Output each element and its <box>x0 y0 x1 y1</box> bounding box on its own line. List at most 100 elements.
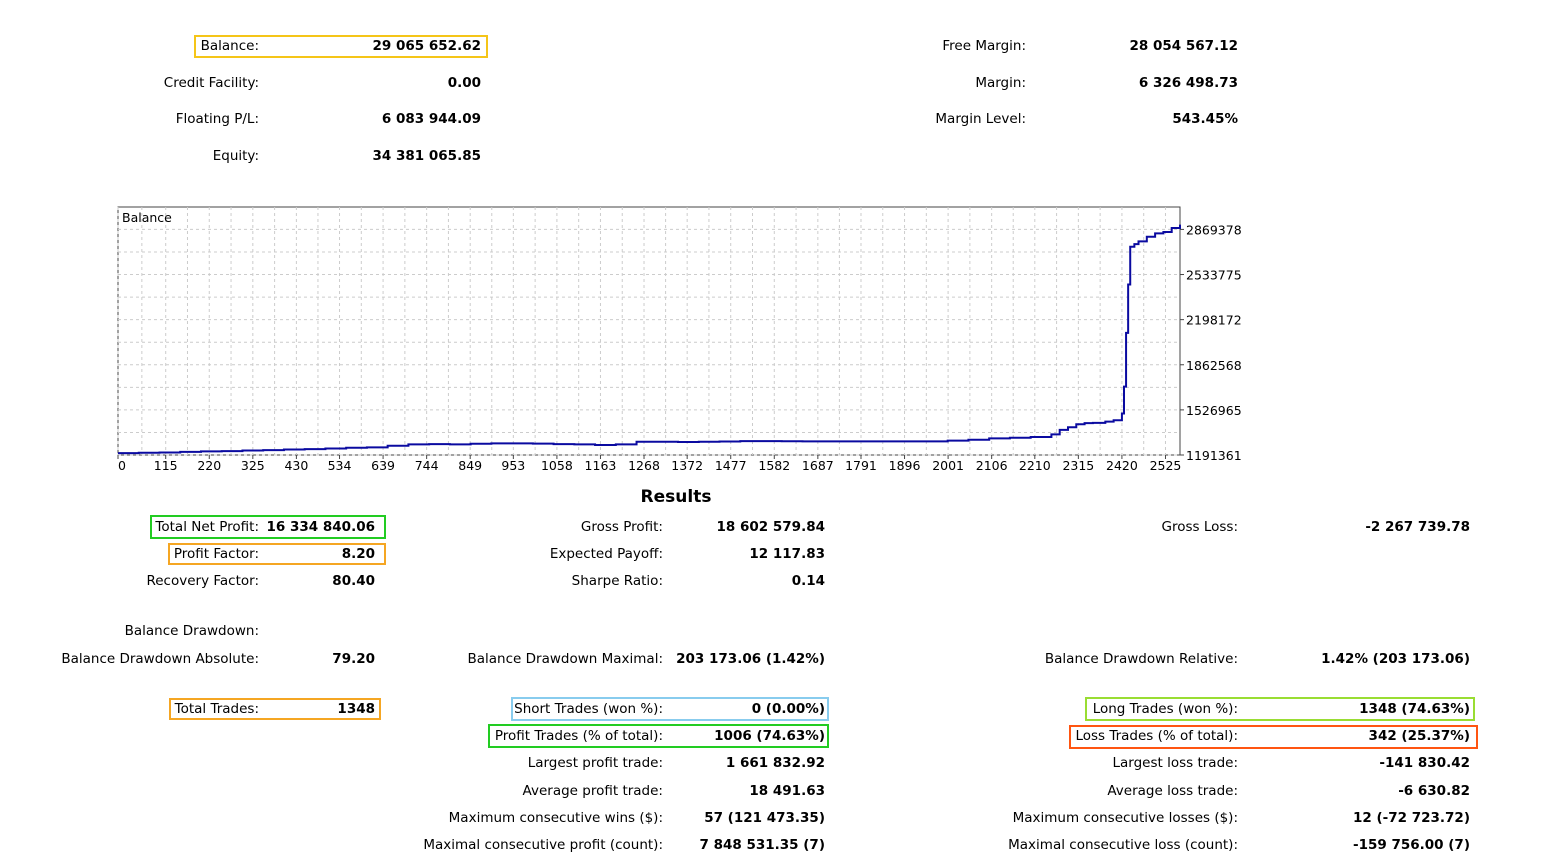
maximal-consec-profit-value: 7 848 531.35 (7) <box>699 837 825 853</box>
floating-pl-label: Floating P/L: <box>175 111 259 127</box>
total-trades-highlight <box>169 698 381 720</box>
credit-facility-value: 0.00 <box>447 75 481 91</box>
free-margin-value: 28 054 567.12 <box>1129 38 1238 54</box>
margin-value: 6 326 498.73 <box>1138 75 1238 91</box>
largest-loss-label: Largest loss trade: <box>1112 755 1238 771</box>
profit-factor-label: Profit Factor: <box>173 546 259 562</box>
max-consec-wins-label: Maximum consecutive wins ($): <box>448 810 663 826</box>
sharpe-ratio-value: 0.14 <box>791 573 825 589</box>
loss-trades-highlight <box>1069 725 1478 749</box>
average-loss-label: Average loss trade: <box>1107 783 1238 799</box>
x-tick-label: 953 <box>501 458 525 473</box>
balance-line <box>118 224 1181 455</box>
x-tick-label: 1058 <box>541 458 573 473</box>
x-tick-label: 744 <box>415 458 439 473</box>
chart-plot-frame <box>117 206 1181 456</box>
x-tick-label: 1477 <box>715 458 747 473</box>
bd-maximal-value: 203 173.06 (1.42%) <box>676 651 825 667</box>
loss-trades-value: 342 (25.37%) <box>1368 728 1470 744</box>
profit-trades-value: 1006 (74.63%) <box>714 728 825 744</box>
margin-label: Margin: <box>975 75 1026 91</box>
x-tick-label: 534 <box>328 458 352 473</box>
balance-value: 29 065 652.62 <box>372 38 481 54</box>
bd-relative-value: 1.42% (203 173.06) <box>1321 651 1470 667</box>
x-tick-label: 2420 <box>1106 458 1138 473</box>
x-tick-label: 2001 <box>932 458 964 473</box>
maximal-consec-loss-value: -159 756.00 (7) <box>1352 837 1470 853</box>
average-profit-value: 18 491.63 <box>749 783 825 799</box>
x-tick-label: 1163 <box>585 458 617 473</box>
x-tick-label: 2106 <box>976 458 1008 473</box>
long-trades-label: Long Trades (won %): <box>1092 701 1238 717</box>
short-trades-value: 0 (0.00%) <box>751 701 825 717</box>
profit-factor-highlight <box>168 543 386 565</box>
gross-profit-label: Gross Profit: <box>580 519 663 535</box>
credit-facility-label: Credit Facility: <box>163 75 259 91</box>
floating-pl-value: 6 083 944.09 <box>381 111 481 127</box>
results-title: Results <box>640 487 712 507</box>
long-trades-value: 1348 (74.63%) <box>1359 701 1470 717</box>
y-tick-label: 1526965 <box>1186 403 1242 418</box>
margin-level-value: 543.45% <box>1172 111 1238 127</box>
expected-payoff-label: Expected Payoff: <box>549 546 663 562</box>
x-tick-label: 1791 <box>845 458 877 473</box>
balance-highlight <box>194 35 488 58</box>
x-axis-ticks: 0 115 220 325 430 534 639 744 849 953 1058 1163 1268… <box>117 455 1181 473</box>
x-tick-label: 220 <box>197 458 221 473</box>
equity-value: 34 381 065.85 <box>372 148 481 164</box>
x-tick-label: 2315 <box>1062 458 1094 473</box>
x-tick-label: 1372 <box>671 458 703 473</box>
recovery-factor-label: Recovery Factor: <box>146 573 259 589</box>
maximal-consec-profit-label: Maximal consecutive profit (count): <box>423 837 663 853</box>
profit-trades-highlight <box>488 724 829 748</box>
bd-maximal-label: Balance Drawdown Maximal: <box>467 651 664 667</box>
bd-absolute-value: 79.20 <box>332 651 375 667</box>
bd-relative-label: Balance Drawdown Relative: <box>1044 651 1238 667</box>
free-margin-label: Free Margin: <box>942 38 1026 54</box>
margin-level-label: Margin Level: <box>935 111 1026 127</box>
profit-factor-value: 8.20 <box>341 546 375 562</box>
x-tick-label: 849 <box>458 458 482 473</box>
long-trades-highlight <box>1085 697 1475 721</box>
total-net-profit-value: 16 334 840.06 <box>266 519 375 535</box>
balance-chart: Balance 0 115 220 325 430 534 639 744 849 953 1058… <box>117 206 1242 473</box>
chart-grid <box>117 207 1180 456</box>
profit-trades-label: Profit Trades (% of total): <box>494 728 663 744</box>
max-consec-wins-value: 57 (121 473.35) <box>704 810 825 826</box>
x-tick-label: 639 <box>371 458 395 473</box>
x-tick-label: 325 <box>241 458 265 473</box>
gross-profit-value: 18 602 579.84 <box>716 519 825 535</box>
x-tick-label: 2210 <box>1019 458 1051 473</box>
chart-series <box>118 224 1181 455</box>
maximal-consec-loss-label: Maximal consecutive loss (count): <box>1008 837 1238 853</box>
total-trades-label: Total Trades: <box>174 701 259 717</box>
balance-drawdown-label: Balance Drawdown: <box>124 623 259 639</box>
x-tick-label: 0 <box>118 458 126 473</box>
largest-profit-value: 1 661 832.92 <box>725 755 825 771</box>
average-profit-label: Average profit trade: <box>522 783 663 799</box>
net-profit-highlight <box>150 515 386 539</box>
balance-label: Balance: <box>200 38 259 54</box>
equity-label: Equity: <box>212 148 259 164</box>
x-tick-label: 1582 <box>758 458 790 473</box>
x-tick-label: 1687 <box>802 458 834 473</box>
y-tick-label: 1191361 <box>1186 448 1242 463</box>
average-loss-value: -6 630.82 <box>1398 783 1470 799</box>
loss-trades-label: Loss Trades (% of total): <box>1075 728 1238 744</box>
y-tick-label: 2869378 <box>1186 222 1242 237</box>
largest-profit-label: Largest profit trade: <box>527 755 663 771</box>
gross-loss-label: Gross Loss: <box>1161 519 1239 535</box>
sharpe-ratio-label: Sharpe Ratio: <box>571 573 663 589</box>
expected-payoff-value: 12 117.83 <box>749 546 825 562</box>
short-trades-label: Short Trades (won %): <box>514 701 663 717</box>
gross-loss-value: -2 267 739.78 <box>1365 519 1470 535</box>
x-tick-label: 1896 <box>889 458 921 473</box>
y-tick-label: 2533775 <box>1186 268 1242 283</box>
x-tick-label: 115 <box>154 458 178 473</box>
recovery-factor-value: 80.40 <box>332 573 375 589</box>
y-axis-ticks: 1191361 1526965 1862568 2198172 2533775 28693… <box>1180 222 1242 463</box>
x-tick-label: 1268 <box>628 458 660 473</box>
max-consec-losses-value: 12 (-72 723.72) <box>1352 810 1470 826</box>
short-trades-highlight <box>511 697 829 721</box>
y-tick-label: 1862568 <box>1186 358 1242 373</box>
